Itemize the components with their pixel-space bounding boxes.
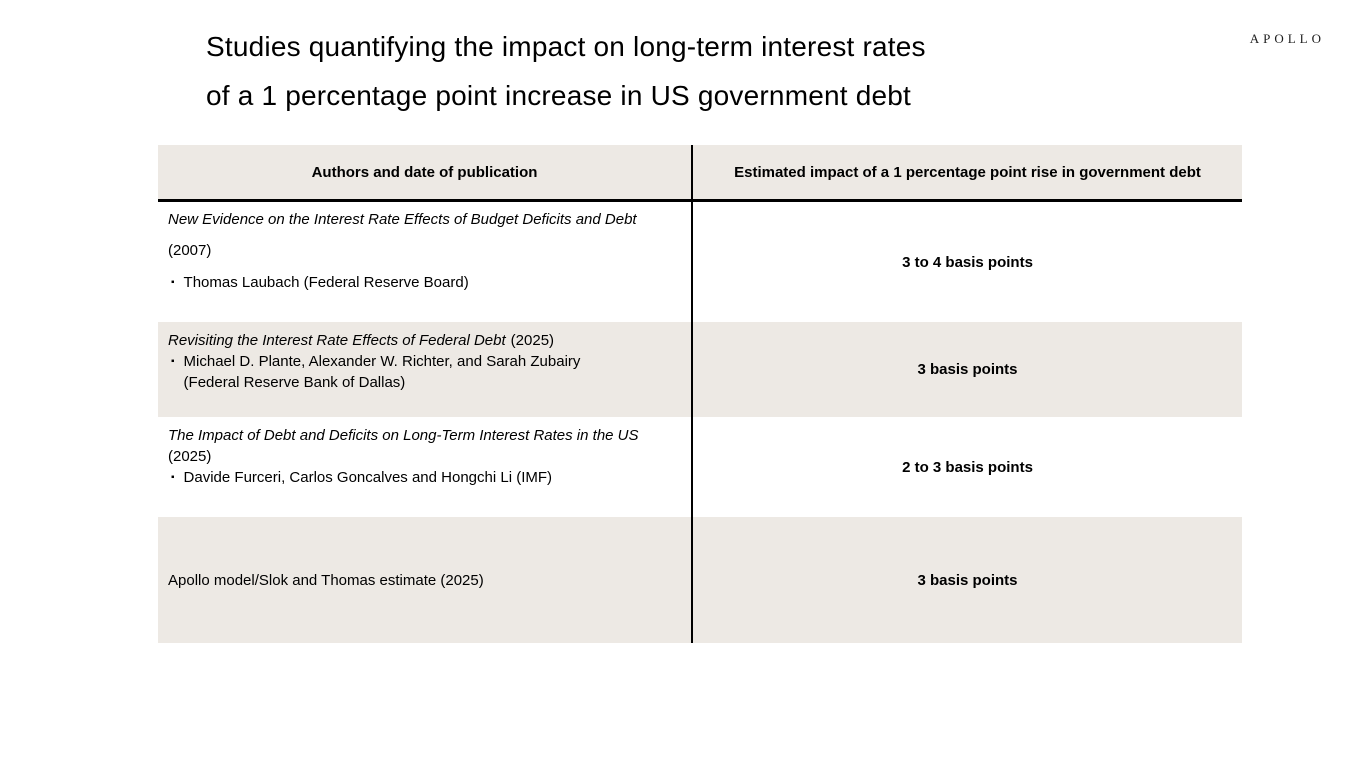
impact-value: 3 basis points xyxy=(917,361,1018,378)
study-title-row-3: The Impact of Debt and Deficits on Long-… xyxy=(168,427,639,444)
bullet-square-icon: ▪ xyxy=(171,472,175,483)
study-authors-row-2: ▪ Michael D. Plante, Alexander W. Richte… xyxy=(168,351,679,393)
studies-table: Authors and date of publication Estimate… xyxy=(158,145,1242,643)
authors-text: Davide Furceri, Carlos Goncalves and Hon… xyxy=(183,469,553,486)
study-authors-row-1: ▪ Thomas Laubach (Federal Reserve Board) xyxy=(168,272,679,293)
bullet-square-icon: ▪ xyxy=(171,277,175,288)
study-title-row-1: New Evidence on the Interest Rate Effect… xyxy=(168,211,637,228)
apollo-logo: APOLLO xyxy=(1249,31,1325,46)
cell-authors-row-4: Apollo model/Slok and Thomas estimate (2… xyxy=(158,517,693,643)
study-year-row-2: (2025) xyxy=(510,332,555,349)
impact-value: 3 to 4 basis points xyxy=(902,253,1033,271)
authors-text: Thomas Laubach (Federal Reserve Board) xyxy=(183,274,469,291)
header-impact: Estimated impact of a 1 percentage point… xyxy=(693,145,1242,199)
cell-authors-row-2: Revisiting the Interest Rate Effects of … xyxy=(158,322,693,417)
impact-value: 2 to 3 basis points xyxy=(902,458,1033,476)
study-title-row-2: Revisiting the Interest Rate Effects of … xyxy=(168,332,555,349)
table-row: The Impact of Debt and Deficits on Long-… xyxy=(158,417,1242,517)
table-row: Apollo model/Slok and Thomas estimate (2… xyxy=(158,517,1242,643)
impact-value: 3 basis points xyxy=(917,571,1018,589)
cell-authors-row-3: The Impact of Debt and Deficits on Long-… xyxy=(158,417,693,517)
study-year-row-3: (2025) xyxy=(168,448,212,465)
table-row: New Evidence on the Interest Rate Effect… xyxy=(158,202,1242,322)
study-title-row-4: Apollo model/Slok and Thomas estimate (2… xyxy=(168,571,484,589)
page-title-line-2: of a 1 percentage point increase in US g… xyxy=(206,80,912,111)
cell-authors-row-1: New Evidence on the Interest Rate Effect… xyxy=(158,202,693,322)
study-year-row-1: (2007) xyxy=(168,242,212,259)
cell-impact-row-1: 3 to 4 basis points xyxy=(693,202,1242,322)
table-row: Revisiting the Interest Rate Effects of … xyxy=(158,322,1242,417)
cell-impact-row-4: 3 basis points xyxy=(693,517,1242,643)
page-title: Studies quantifying the impact on long-t… xyxy=(206,22,926,120)
bullet-square-icon: ▪ xyxy=(171,356,175,367)
cell-impact-row-2: 3 basis points xyxy=(693,322,1242,417)
study-authors-row-3: ▪ Davide Furceri, Carlos Goncalves and H… xyxy=(168,467,679,488)
page-title-line-1: Studies quantifying the impact on long-t… xyxy=(206,31,926,62)
header-authors: Authors and date of publication xyxy=(158,145,693,199)
authors-text: Michael D. Plante, Alexander W. Richter,… xyxy=(183,353,581,391)
table-header-row: Authors and date of publication Estimate… xyxy=(158,145,1242,202)
cell-impact-row-3: 2 to 3 basis points xyxy=(693,417,1242,517)
